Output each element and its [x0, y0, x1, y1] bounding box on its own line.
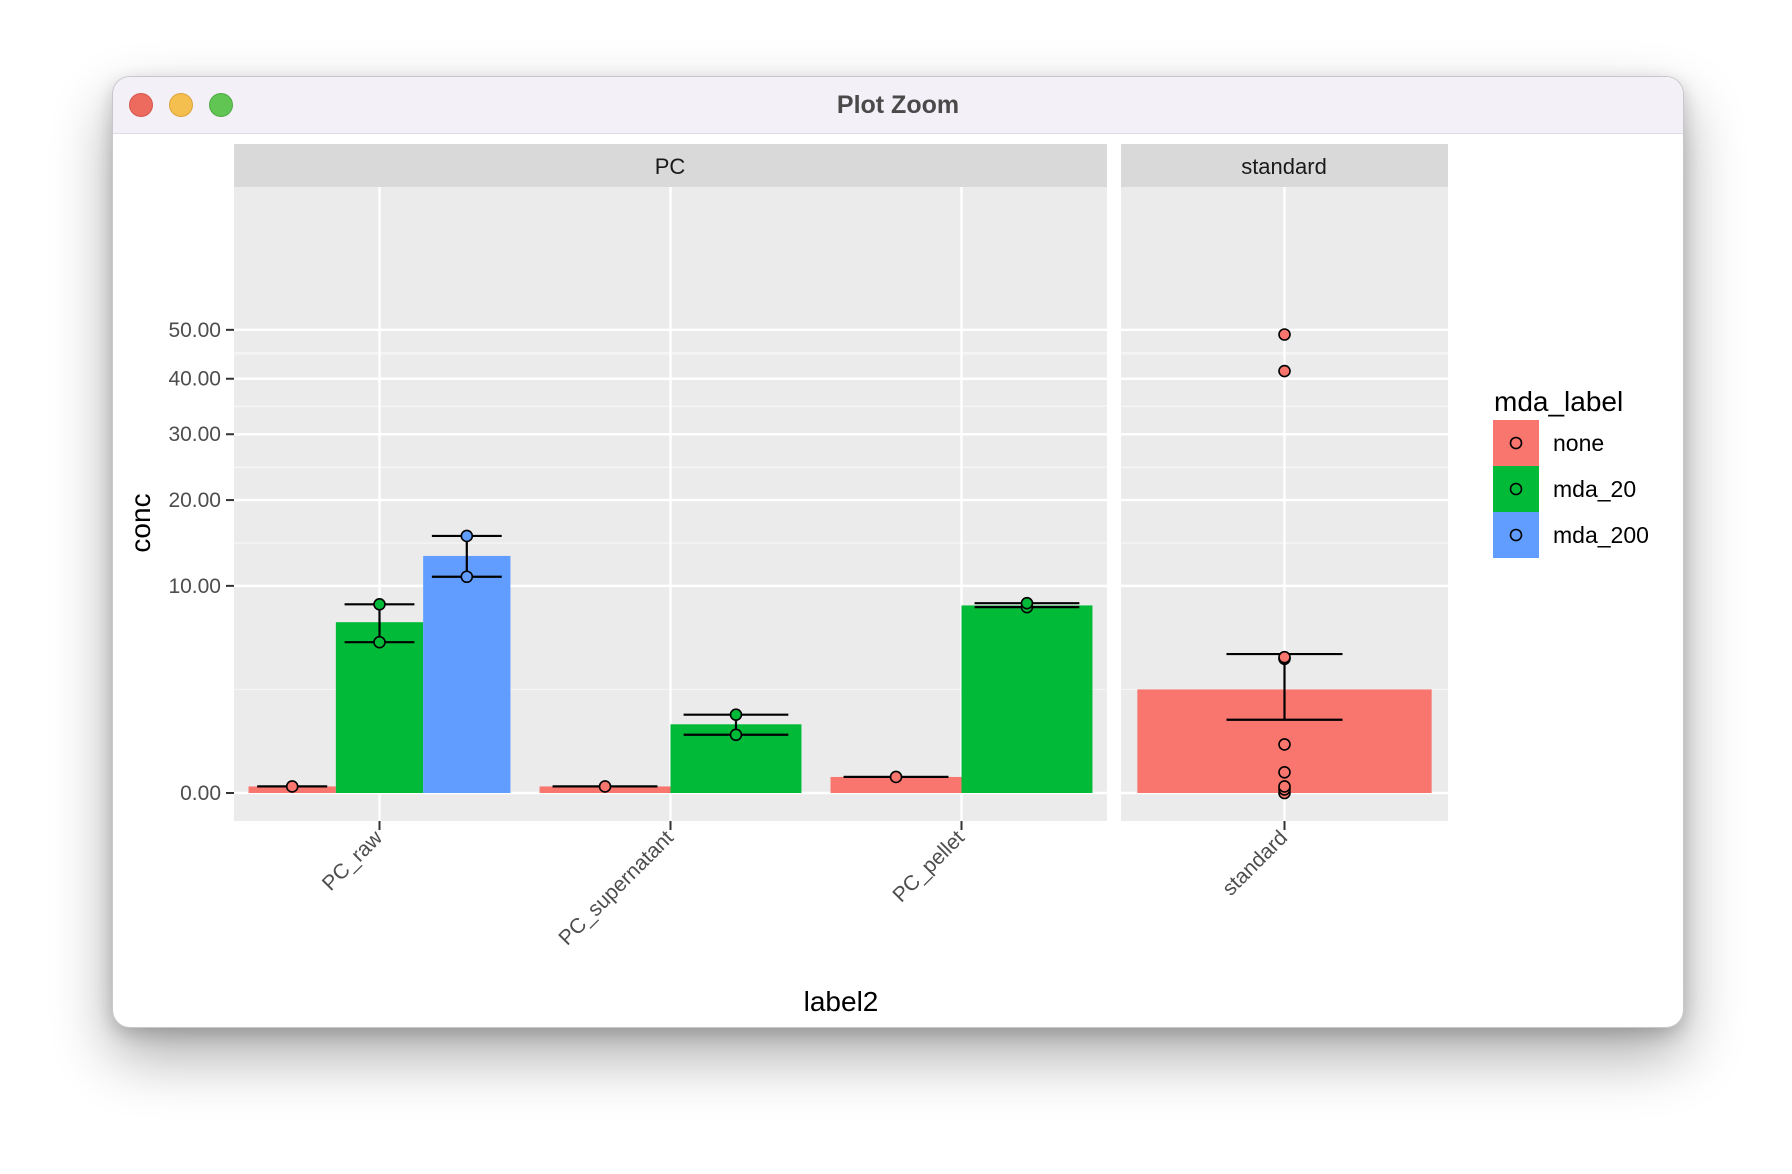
data-point: [1278, 738, 1291, 751]
data-point: [1020, 596, 1034, 610]
data-point: [729, 708, 743, 721]
x-tick-label: standard: [1218, 826, 1292, 900]
legend-title: mda_label: [1494, 386, 1623, 417]
bar-PC_raw-mda_200: [423, 555, 511, 793]
legend-key-point: [1509, 436, 1523, 450]
x-tick-label: PC_supernatant: [554, 826, 678, 950]
bar-PC_raw-mda_20: [335, 622, 424, 793]
strip-label-pc: PC: [655, 154, 686, 179]
y-tick-label: 40.00: [168, 368, 221, 391]
legend-key-point: [1509, 528, 1523, 542]
data-point: [729, 728, 743, 742]
bar-PC_pellet-mda_20: [961, 605, 1093, 793]
y-tick-label: 0.00: [180, 782, 221, 805]
plot-zoom-window: Plot Zoom PC standard PC_raw PC_supernata…: [112, 76, 1684, 1028]
y-axis-title: conc: [125, 493, 156, 552]
data-point: [1278, 780, 1291, 793]
data-point: [598, 780, 612, 793]
close-window-button[interactable]: [129, 93, 153, 117]
data-point: [285, 780, 299, 793]
strip-label-standard: standard: [1241, 154, 1327, 179]
data-points: [285, 328, 1291, 800]
y-tick-label: 30.00: [168, 423, 221, 446]
zoom-window-button[interactable]: [209, 93, 233, 117]
y-tick-label: 10.00: [168, 575, 221, 598]
data-point: [460, 570, 474, 584]
strip-pc-background: [234, 144, 1107, 187]
data-point: [373, 597, 386, 611]
y-tick-label: 50.00: [168, 319, 221, 342]
legend-label-none: none: [1553, 430, 1604, 456]
legend-label-mda_200: mda_200: [1553, 522, 1649, 548]
data-point: [889, 770, 903, 784]
window-title: Plot Zoom: [836, 91, 960, 119]
y-tick-label: 20.00: [168, 489, 221, 512]
x-axis-title: label2: [804, 986, 879, 1017]
plot-canvas: PC standard PC_raw PC_supernatant PC_pelle…: [125, 144, 1649, 1017]
window-titlebar[interactable]: Plot Zoom: [113, 77, 1683, 134]
legend-label-mda_20: mda_20: [1553, 476, 1636, 502]
strip-standard-background: [1121, 144, 1448, 187]
data-point: [1278, 765, 1291, 779]
data-point: [460, 529, 474, 543]
minimize-window-button[interactable]: [169, 93, 193, 117]
legend-key-point: [1509, 482, 1523, 496]
data-point: [1278, 328, 1291, 341]
x-tick-label: PC_raw: [318, 826, 388, 896]
bar-PC_pellet-none: [830, 776, 962, 793]
data-point: [1278, 364, 1291, 378]
data-point: [1278, 650, 1291, 664]
x-tick-label: PC_pellet: [888, 826, 969, 907]
data-point: [373, 635, 386, 649]
legend: mda_label none mda_20 mda_200: [1493, 386, 1649, 558]
